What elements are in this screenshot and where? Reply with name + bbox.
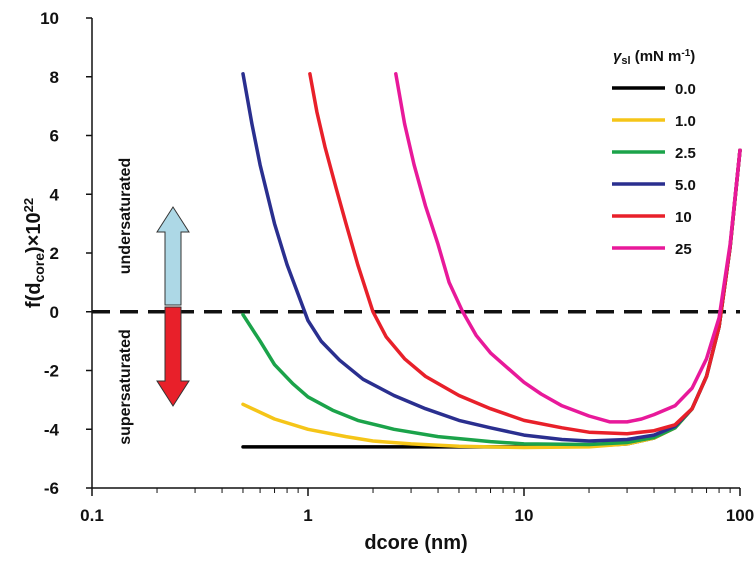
y-tick-label: -2 — [44, 362, 59, 381]
series-line-5.0 — [241, 72, 742, 443]
legend-label: 5.0 — [675, 177, 696, 194]
legend-items: 0.0 1.0 2.5 5.0 10 25 — [612, 81, 696, 258]
x-axis-title: dcore (nm) — [364, 532, 467, 554]
supersaturated-arrow — [156, 306, 190, 407]
series-line-2.5 — [241, 148, 742, 447]
y-tick-label: 8 — [50, 68, 59, 87]
y-tick-label: 6 — [50, 127, 59, 146]
y-axis-ticks: -6 -4 -2 0 2 4 6 8 10 — [40, 9, 92, 498]
legend-label: 2.5 — [675, 145, 696, 162]
legend: γsl (mN m-1) 0.0 1.0 2.5 5.0 10 25 — [612, 48, 696, 258]
legend-label: 10 — [675, 209, 692, 226]
legend-label: 25 — [675, 241, 692, 258]
series-line-25 — [394, 72, 742, 424]
x-tick-label: 10 — [515, 506, 534, 525]
x-tick-label: 1 — [303, 506, 312, 525]
undersaturated-label: undersaturated — [117, 158, 134, 274]
y-tick-label: 10 — [40, 9, 59, 28]
series-line-10 — [308, 72, 742, 436]
x-axis-ticks: 0.1 1 10 100 — [80, 488, 754, 525]
legend-label: 0.0 — [675, 81, 696, 98]
y-tick-label: 4 — [50, 185, 60, 204]
y-tick-label: -4 — [44, 420, 60, 439]
legend-label: 1.0 — [675, 113, 696, 130]
y-tick-label: 2 — [50, 244, 59, 263]
series-lines — [241, 72, 742, 450]
y-tick-label: -6 — [44, 479, 59, 498]
x-tick-label: 100 — [726, 506, 754, 525]
supersaturated-label: supersaturated — [117, 329, 134, 445]
y-tick-label: 0 — [50, 303, 59, 322]
y-axis-title: f(dcore)×1022 — [21, 198, 47, 308]
legend-title: γsl (mN m-1) — [613, 48, 695, 67]
undersaturated-arrow — [156, 206, 190, 306]
x-tick-label: 0.1 — [80, 506, 104, 525]
